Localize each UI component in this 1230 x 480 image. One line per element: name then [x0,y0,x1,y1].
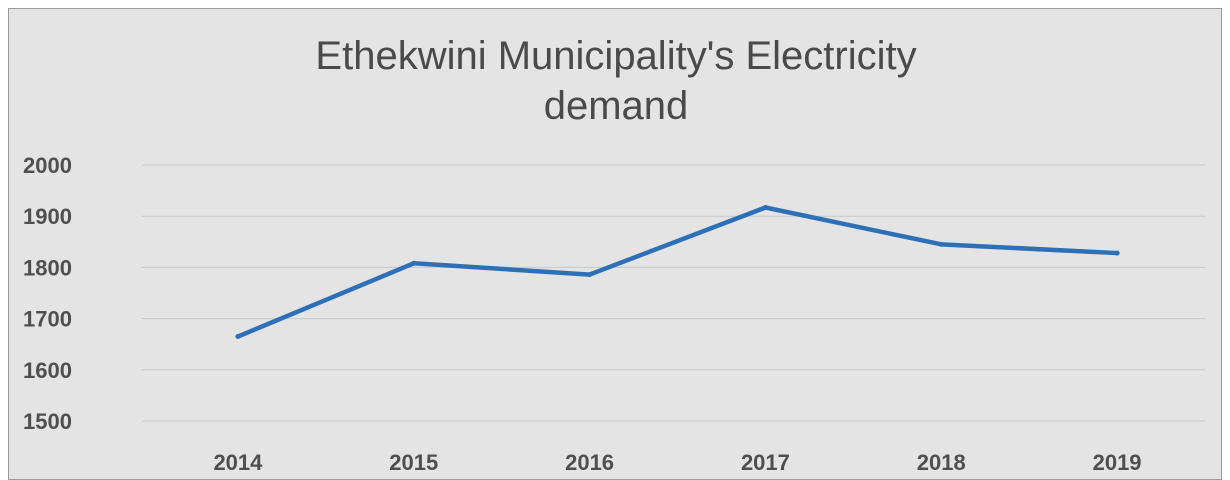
x-tick-label: 2019 [1093,450,1142,475]
x-tick-label: 2014 [213,450,263,475]
data-point [411,260,417,266]
y-tick-label: 1600 [23,358,72,383]
x-tick-label: 2017 [741,450,790,475]
x-tick-label: 2018 [917,450,966,475]
data-point [587,272,593,278]
y-tick-label: 1800 [23,255,72,280]
data-point [235,334,241,340]
chart-title: Ethekwini Municipality's Electricity dem… [9,31,1223,131]
data-point [762,204,768,210]
data-point [938,241,944,247]
series-line [235,205,1120,339]
x-tick-label: 2015 [389,450,438,475]
y-tick-label: 1900 [23,204,72,229]
x-tick-label: 2016 [565,450,614,475]
chart-title-line-2: demand [543,84,689,128]
data-point [1114,250,1120,256]
chart-frame: Ethekwini Municipality's Electricity dem… [8,8,1222,480]
y-tick-label: 2000 [23,153,72,178]
y-tick-label: 1700 [23,307,72,332]
y-tick-label: 1500 [23,409,72,434]
chart-title-line-1: Ethekwini Municipality's Electricity [315,34,917,78]
